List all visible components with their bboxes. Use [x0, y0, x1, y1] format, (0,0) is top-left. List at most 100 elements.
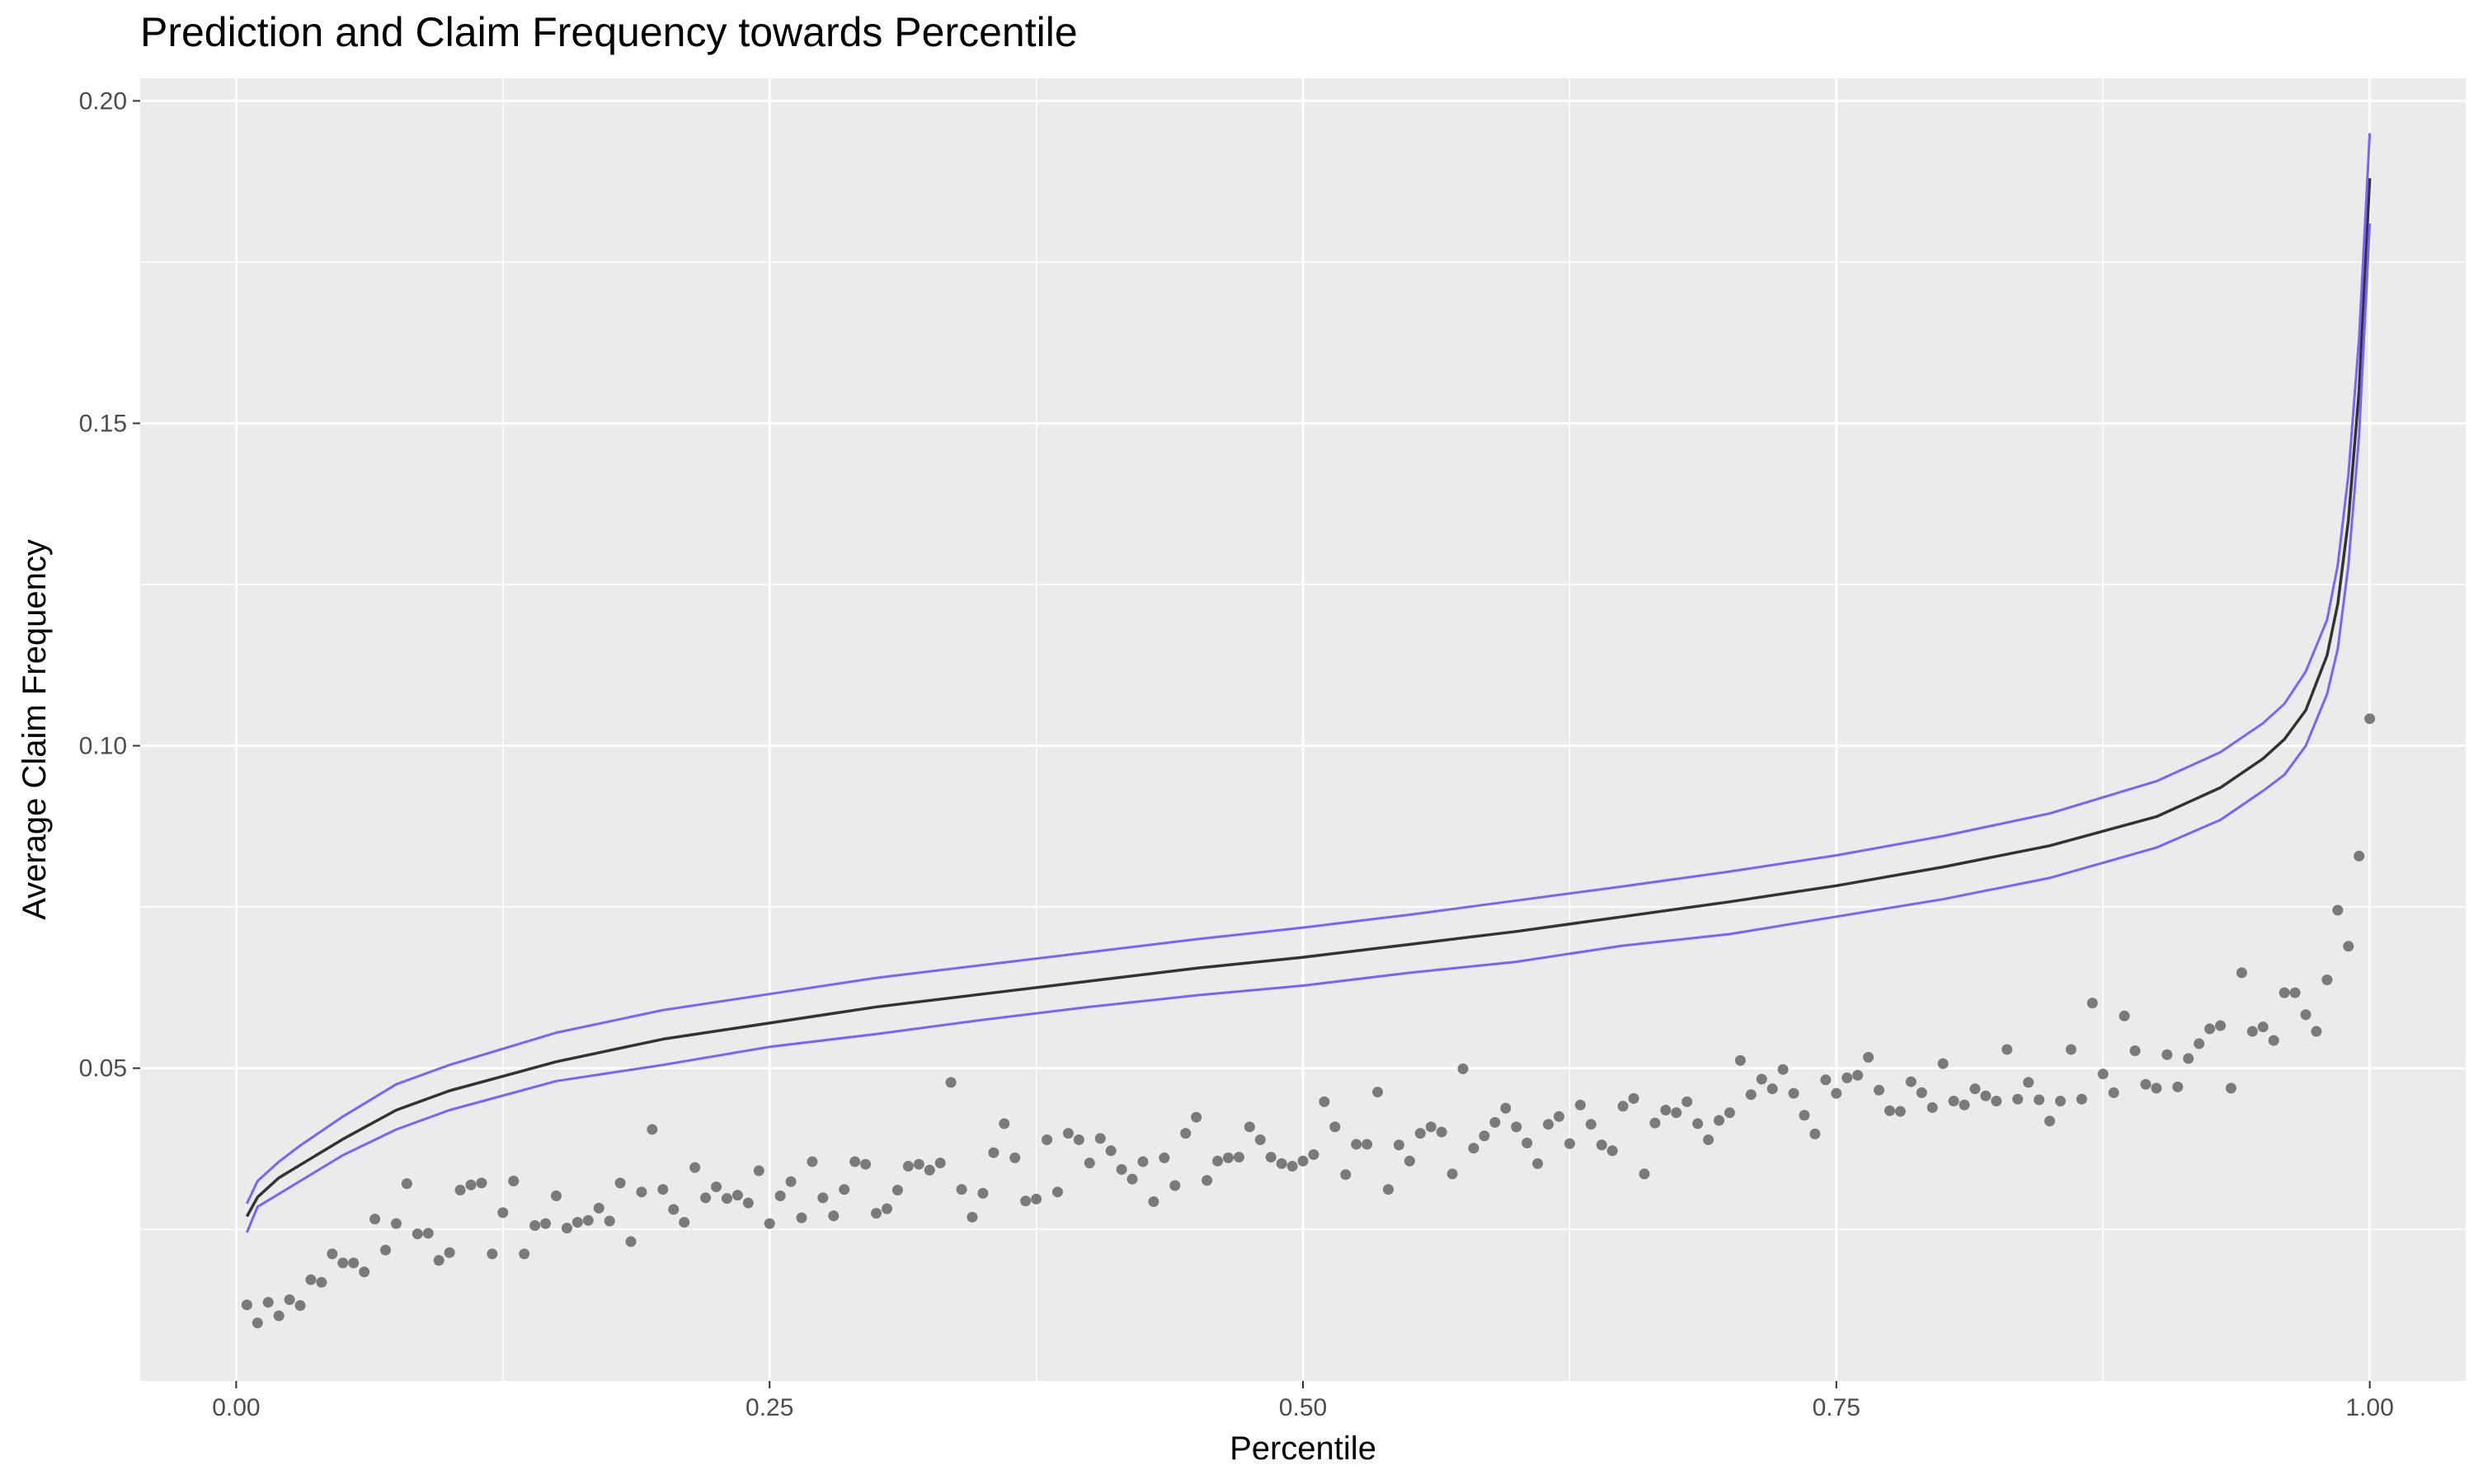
observed-point	[1564, 1138, 1575, 1149]
observed-point	[1852, 1069, 1864, 1081]
observed-point	[1489, 1116, 1501, 1128]
observed-point	[1980, 1090, 1992, 1101]
observed-point	[1831, 1087, 1842, 1099]
observed-point	[305, 1274, 317, 1285]
observed-point	[977, 1187, 989, 1199]
observed-point	[1031, 1193, 1042, 1205]
x-tick-label: 1.00	[2345, 1394, 2393, 1421]
observed-point	[1468, 1143, 1479, 1154]
y-tick-label: 0.10	[79, 733, 127, 760]
observed-point	[2054, 1096, 2066, 1107]
observed-point	[1905, 1076, 1917, 1087]
observed-point	[956, 1184, 967, 1195]
observed-point	[785, 1176, 797, 1187]
observed-point	[2289, 987, 2301, 998]
prediction-line	[245, 178, 2372, 1218]
observed-point	[1404, 1155, 1415, 1167]
observed-point	[2354, 850, 2365, 862]
observed-point	[2332, 904, 2344, 916]
observed-point	[1671, 1107, 1682, 1119]
observed-point	[401, 1178, 412, 1190]
lower-bound-line	[246, 223, 2372, 1233]
y-tick-label: 0.05	[79, 1055, 127, 1082]
observed-point	[2225, 1082, 2236, 1094]
observed-point	[2129, 1045, 2141, 1057]
observed-point	[1042, 1134, 1053, 1145]
observed-point	[636, 1186, 647, 1198]
observed-point	[412, 1228, 423, 1240]
observed-point	[2343, 941, 2354, 952]
observed-point	[2257, 1021, 2269, 1033]
observed-point	[807, 1156, 818, 1167]
observed-point	[252, 1317, 263, 1329]
observed-point	[1991, 1096, 2002, 1107]
observed-point	[1479, 1130, 1490, 1142]
observed-point	[1169, 1180, 1181, 1191]
observed-point	[1777, 1064, 1789, 1075]
observed-point	[2204, 1023, 2216, 1035]
observed-point	[1329, 1121, 1341, 1133]
observed-point	[731, 1190, 743, 1201]
observed-point	[647, 1124, 658, 1135]
grid-layer	[140, 78, 2466, 1381]
observed-point	[1660, 1104, 1672, 1115]
observed-point	[2183, 1053, 2194, 1064]
observed-point	[967, 1211, 978, 1223]
observed-point	[934, 1158, 946, 1169]
observed-point	[1916, 1087, 1927, 1098]
observed-point	[1062, 1128, 1074, 1139]
observed-point	[1543, 1119, 1554, 1130]
observed-point	[1788, 1087, 1799, 1099]
observed-point	[1959, 1099, 1970, 1111]
observed-point	[924, 1164, 935, 1176]
observed-point	[1009, 1152, 1021, 1163]
observed-point	[476, 1177, 487, 1189]
observed-point	[1692, 1118, 1704, 1129]
observed-point	[1574, 1099, 1586, 1111]
observed-point	[1094, 1133, 1106, 1144]
observed-point	[1799, 1110, 1810, 1121]
observed-point	[2108, 1087, 2119, 1098]
observed-point	[1116, 1163, 1127, 1175]
observed-point	[1649, 1117, 1661, 1129]
observed-point	[2236, 967, 2247, 979]
observed-point	[2076, 1093, 2087, 1105]
observed-point	[1244, 1121, 1255, 1133]
observed-point	[1841, 1072, 1853, 1083]
observed-point	[2172, 1081, 2184, 1092]
points-layer	[241, 713, 2376, 1329]
observed-point	[1756, 1073, 1767, 1085]
observed-point	[1926, 1101, 1938, 1113]
observed-point	[1522, 1137, 1533, 1148]
observed-point	[999, 1118, 1010, 1129]
observed-point	[497, 1207, 509, 1219]
observed-point	[1276, 1158, 1287, 1169]
observed-point	[1874, 1084, 1885, 1096]
observed-point	[519, 1248, 530, 1260]
observed-point	[1308, 1148, 1319, 1160]
observed-point	[657, 1184, 669, 1195]
observed-point	[2311, 1026, 2322, 1037]
observed-point	[1319, 1096, 1330, 1107]
observed-point	[2065, 1044, 2077, 1055]
observed-point	[1511, 1121, 1522, 1133]
x-tick-label: 0.00	[212, 1394, 260, 1421]
observed-point	[2151, 1082, 2162, 1094]
y-tick-label: 0.15	[79, 410, 127, 437]
observed-point	[1362, 1139, 1373, 1150]
observed-point	[1745, 1089, 1757, 1101]
observed-point	[1191, 1111, 1202, 1123]
observed-point	[1639, 1168, 1650, 1180]
observed-point	[316, 1276, 327, 1288]
observed-point	[1863, 1051, 1874, 1063]
observed-point	[1948, 1096, 1959, 1107]
observed-point	[454, 1184, 466, 1195]
observed-point	[2268, 1035, 2279, 1046]
observed-point	[540, 1218, 552, 1229]
observed-point	[817, 1192, 829, 1204]
observed-point	[902, 1161, 914, 1172]
observed-point	[679, 1217, 690, 1228]
observed-point	[2140, 1078, 2152, 1090]
observed-point	[1617, 1101, 1629, 1112]
